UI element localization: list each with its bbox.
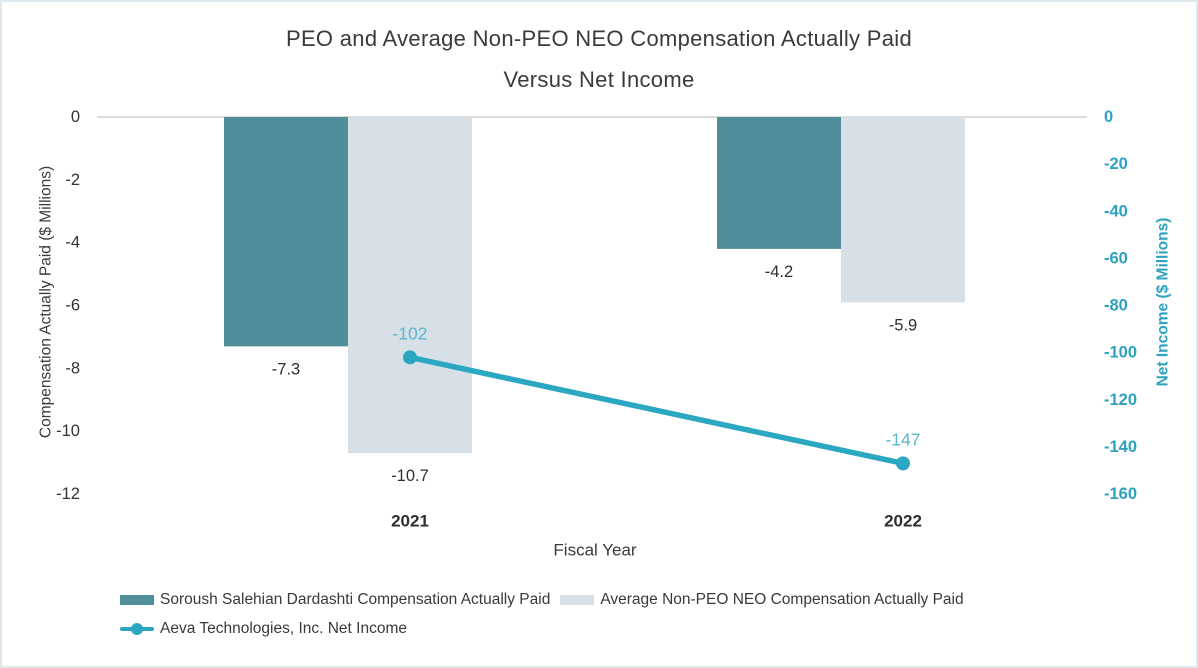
chart-title-line-2: Versus Net Income [503,67,695,92]
legend-item-net-income: Aeva Technologies, Inc. Net Income [120,620,407,638]
line-marker [896,456,910,471]
legend-line-marker-icon [120,623,154,635]
right-axis-tick-label: -100 [1104,344,1137,362]
legend-swatch-avg-neo-cap [560,595,595,605]
left-axis-tick-label: -6 [65,297,80,315]
right-axis-tick-label: -160 [1104,485,1137,503]
right-axis-tick-label: -60 [1104,249,1128,267]
legend-label-peo-cap: Soroush Salehian Dardashti Compensation … [160,591,551,608]
x-category-label: 2021 [391,512,429,531]
chart-title-line-1: PEO and Average Non-PEO NEO Compensation… [285,26,912,51]
net-income-line [407,354,906,467]
left-axis-tick-label: -12 [56,485,80,503]
bar-series2-2022 [841,117,965,303]
line-value-label: -147 [885,429,920,449]
bar-series1-2021 [224,117,348,347]
right-axis-tick-label: -140 [1104,438,1137,456]
x-axis-title: Fiscal Year [553,541,636,560]
right-axis-title: Net Income ($ Millions) [1155,218,1172,387]
legend-item-avg-neo-cap: Average Non-PEO NEO Compensation Actuall… [560,591,964,609]
left-axis-tick-label: -10 [56,422,80,440]
x-category-label: 2022 [884,512,922,531]
left-axis-title: Compensation Actually Paid ($ Millions) [38,166,55,438]
legend-item-peo-cap: Soroush Salehian Dardashti Compensation … [120,591,550,609]
bar-value-label: -4.2 [765,263,793,281]
left-axis-tick-label: 0 [71,108,80,126]
chart-legend: Soroush Salehian Dardashti Compensation … [120,591,964,638]
bar-value-label: -5.9 [889,316,917,334]
line-value-label: -102 [392,323,427,343]
left-axis-tick-label: -2 [65,171,80,189]
bar-value-label: -7.3 [272,360,300,378]
legend-label-avg-neo-cap: Average Non-PEO NEO Compensation Actuall… [600,591,964,608]
combo-chart-plot: -7.3 -4.2 -10.7 -5.9 -102 -147 0 -2 -4 -6 -8 -10 -12… [38,108,1172,560]
legend-row-1: Soroush Salehian Dardashti Compensation … [120,591,964,609]
bar-series1-2022 [717,117,841,249]
right-axis-tick-label: -80 [1104,297,1128,315]
line-marker [403,350,417,365]
bar-series2-2021 [348,117,472,454]
legend-row-2: Aeva Technologies, Inc. Net Income [120,620,964,638]
right-axis-tick-label: 0 [1104,108,1113,126]
right-axis-tick-label: -20 [1104,155,1128,173]
left-axis-tick-label: -4 [65,234,80,252]
chart-title: PEO and Average Non-PEO NEO Compensation… [2,18,1196,100]
legend-label-net-income: Aeva Technologies, Inc. Net Income [160,620,407,637]
legend-swatch-peo-cap [120,595,154,605]
bar-value-label: -10.7 [391,467,429,485]
right-axis-tick-label: -120 [1104,391,1137,409]
right-axis-tick-label: -40 [1104,202,1128,220]
left-axis-tick-label: -8 [65,359,80,377]
